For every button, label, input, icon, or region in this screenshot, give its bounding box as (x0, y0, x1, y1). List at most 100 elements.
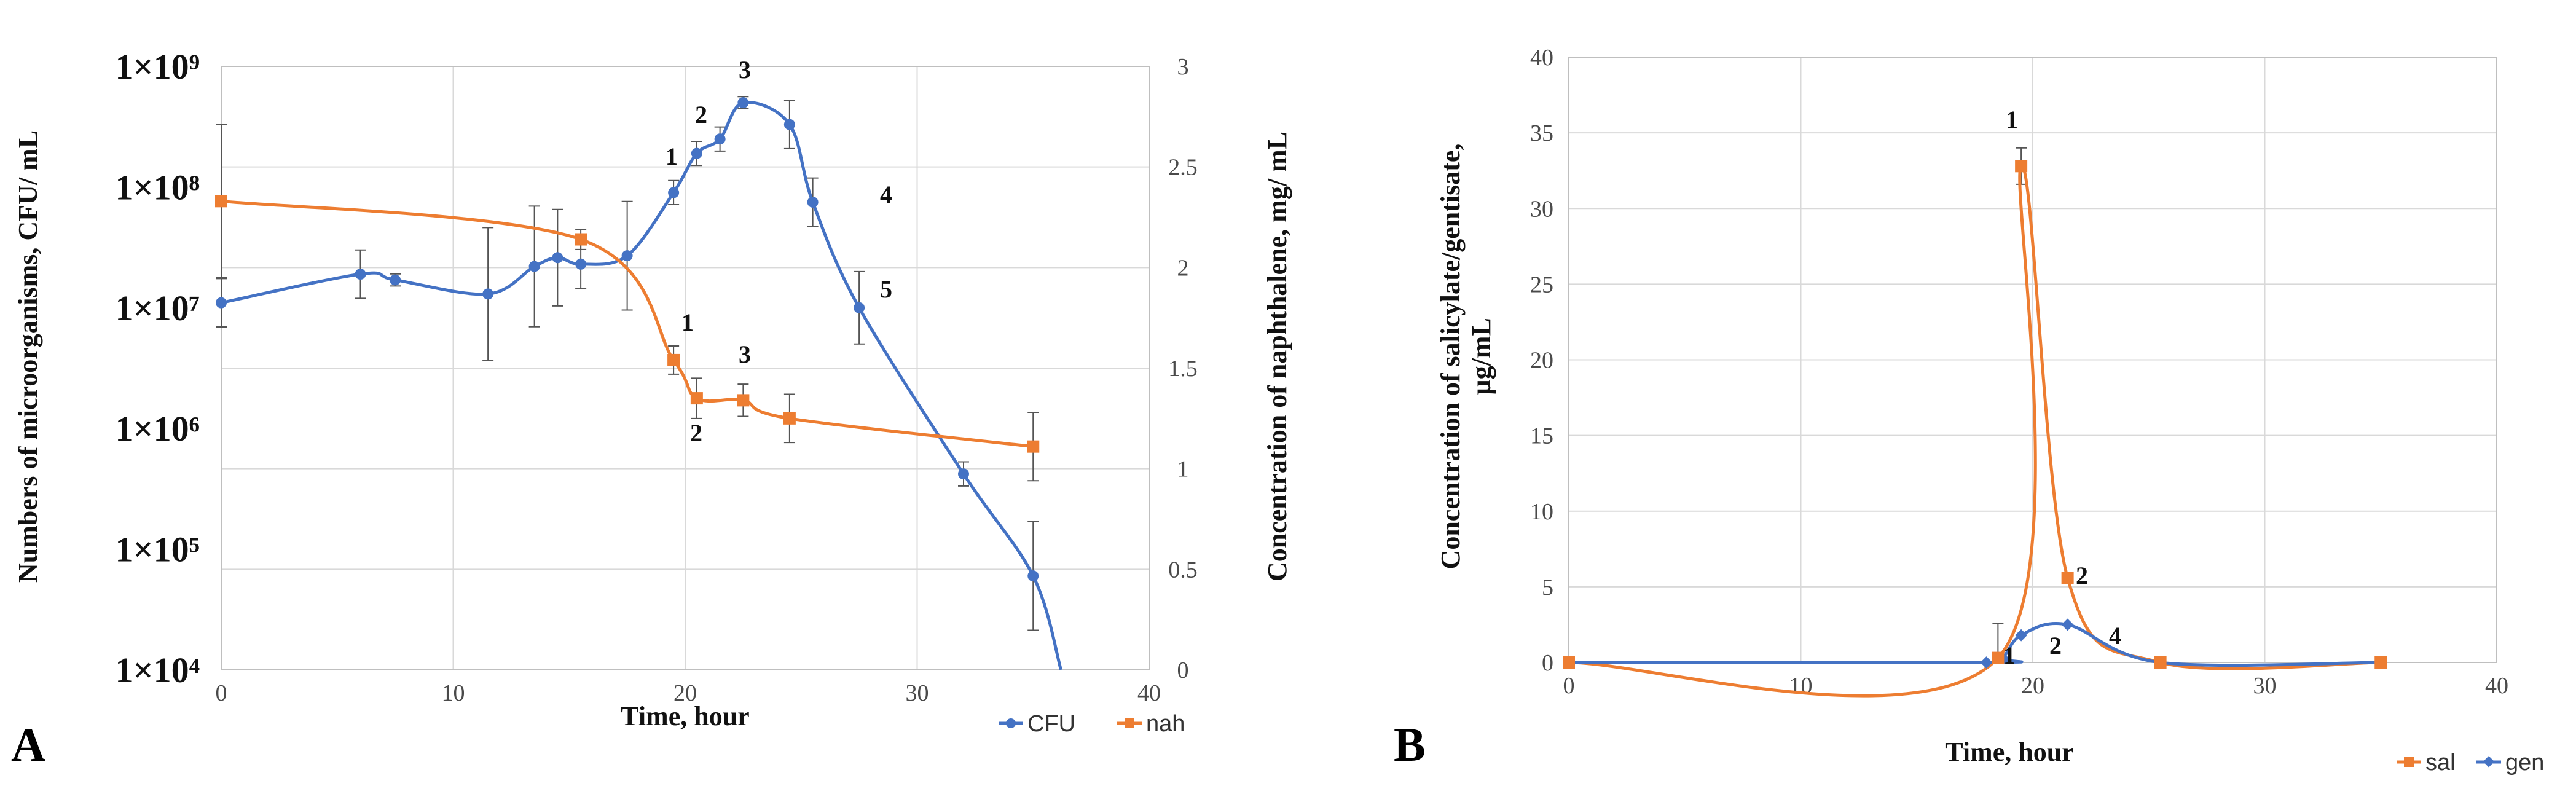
cfu-point (1027, 570, 1039, 582)
panel-a-right-ticks: 3 2.5 2 1.5 1 0.5 0 (1168, 54, 1198, 683)
annotation-b-sal-1: 1 (2006, 106, 2018, 133)
annotation-b-sal-2: 2 (2076, 562, 2088, 589)
annotation-cfu-1: 1 (666, 143, 678, 170)
panel-a-right-tick-label: 3 (1177, 54, 1189, 80)
panel-a-right-tick-label: 0 (1177, 658, 1189, 683)
panel-a-grid (221, 66, 1150, 670)
panel-b-y-tick-label: 20 (1530, 348, 1553, 374)
panel-a-left-tick-label: 1×10⁷ (116, 288, 200, 328)
panel-b-y-tick-label: 35 (1530, 120, 1553, 146)
panel-b-y-tick-label: 0 (1542, 650, 1553, 676)
annotation-cfu-4: 4 (880, 181, 892, 208)
sal-point (2374, 656, 2387, 669)
panel-b-y-tick-label: 30 (1530, 196, 1553, 222)
panel-b-sal-line (1568, 164, 2381, 698)
panel-a: 1×10⁹ 1×10⁸ 1×10⁷ 1×10⁶ 1×10⁵ 1×10⁴ 3 2.5 2 1.5 1… (11, 47, 1292, 771)
sal-point (2154, 656, 2167, 669)
cfu-point (783, 119, 795, 130)
panel-a-letter: A (11, 718, 45, 771)
legend-gen-label: gen (2505, 750, 2544, 776)
panel-b-x-tick-label: 40 (2485, 673, 2508, 699)
panel-a-y-right-label: Concentration of naphthalene, mg/ mL (1262, 132, 1292, 581)
panel-a-right-tick-label: 2.5 (1168, 155, 1198, 181)
cfu-point (668, 187, 680, 198)
sal-point (2015, 160, 2028, 173)
panel-a-x-ticks: 0 10 20 30 40 (216, 680, 1161, 706)
nah-point (737, 394, 750, 407)
cfu-point (528, 261, 540, 272)
cfu-point (691, 147, 702, 159)
panel-b-x-tick-label: 30 (2253, 673, 2277, 699)
gen-point (1980, 656, 1993, 669)
legend-cfu-marker (1006, 718, 1016, 728)
panel-b-y-tick-label: 10 (1530, 499, 1553, 525)
nah-point (690, 392, 703, 405)
annotation-b-gen-2: 2 (2049, 632, 2062, 659)
panel-a-right-tick-label: 0.5 (1168, 557, 1198, 583)
legend-sal-marker (2404, 757, 2414, 767)
cfu-point (958, 468, 969, 480)
panel-a-left-tick-label: 1×10⁹ (116, 47, 200, 87)
panel-b-y-tick-label: 5 (1542, 575, 1553, 600)
sal-point (1992, 651, 2005, 664)
panel-a-cfu-errorbars (216, 96, 1039, 631)
legend-sal-label: sal (2425, 750, 2456, 776)
panel-b-y-axis-label-line2: µg/mL (1466, 318, 1496, 395)
panel-b: 40 35 30 25 20 15 10 5 0 0 10 20 30 40 1 1 2 2 4 Tim… (1394, 45, 2544, 776)
sal-point (1563, 656, 1575, 669)
annotation-cfu-2: 2 (695, 101, 707, 128)
cfu-point (552, 252, 564, 264)
annotation-cfu-5: 5 (880, 275, 892, 303)
panel-b-y-axis-label-line1: Concentration of salicylate/gentisate, (1435, 144, 1466, 570)
panel-b-y-axis-label: Concentration of salicylate/gentisate, µ… (1435, 144, 1496, 570)
panel-a-x-tick-label: 10 (442, 680, 465, 706)
nah-point (215, 195, 227, 208)
panel-b-legend: sal gen (2397, 750, 2544, 776)
annotation-b-4: 4 (2109, 622, 2121, 650)
cfu-point (854, 302, 865, 313)
panel-a-cfu-markers (216, 97, 1039, 582)
panel-a-right-tick-label: 1.5 (1168, 356, 1198, 382)
panel-a-left-ticks: 1×10⁹ 1×10⁸ 1×10⁷ 1×10⁶ 1×10⁵ 1×10⁴ (116, 47, 200, 690)
panel-a-x-tick-label: 40 (1137, 680, 1161, 706)
panel-b-letter: B (1394, 718, 1426, 771)
gen-point (2015, 629, 2028, 642)
panel-a-x-tick-label: 0 (216, 680, 227, 706)
panel-a-plot-frame (221, 66, 1150, 670)
panel-b-y-ticks: 40 35 30 25 20 15 10 5 0 (1530, 45, 1553, 676)
cfu-point (714, 133, 726, 145)
cfu-point (482, 288, 494, 300)
cfu-point (807, 196, 819, 208)
annotation-nah-2: 2 (690, 419, 702, 447)
cfu-point (737, 97, 749, 109)
panel-a-x-tick-label: 20 (673, 680, 697, 706)
panel-b-gen-line (1568, 622, 2381, 667)
annotation-b-gen-1: 1 (2003, 642, 2016, 669)
nah-point (575, 233, 587, 246)
annotation-cfu-3: 3 (739, 56, 751, 84)
panel-b-y-tick-label: 15 (1530, 423, 1553, 449)
panel-a-right-tick-label: 2 (1177, 255, 1189, 281)
cfu-point (355, 269, 366, 280)
nah-point (783, 412, 796, 425)
sal-point (2061, 572, 2074, 584)
panel-a-left-tick-label: 1×10⁴ (116, 650, 200, 690)
panel-a-x-axis-label: Time, hour (621, 701, 749, 731)
panel-a-nah-markers (215, 195, 1040, 453)
legend-gen-marker (2483, 756, 2495, 768)
panel-b-y-tick-label: 40 (1530, 45, 1553, 71)
cfu-point (216, 297, 227, 309)
panel-a-y-left-label: Numbers of microorganisms, CFU/ mL (13, 130, 43, 583)
legend-cfu-label: CFU (1027, 711, 1075, 737)
panel-a-nah-line (221, 199, 1034, 449)
panel-a-left-tick-label: 1×10⁵ (116, 530, 200, 570)
panel-a-legend: CFU nah (999, 711, 1185, 737)
panel-b-x-axis-label: Time, hour (1945, 737, 2073, 767)
panel-b-x-tick-label: 0 (1563, 673, 1575, 699)
panel-b-x-ticks: 0 10 20 30 40 (1563, 673, 2509, 699)
panel-a-cfu-line (221, 100, 1062, 670)
panel-b-y-tick-label: 25 (1530, 272, 1553, 297)
legend-nah-marker (1125, 718, 1134, 728)
panel-a-left-tick-label: 1×10⁸ (116, 167, 200, 207)
